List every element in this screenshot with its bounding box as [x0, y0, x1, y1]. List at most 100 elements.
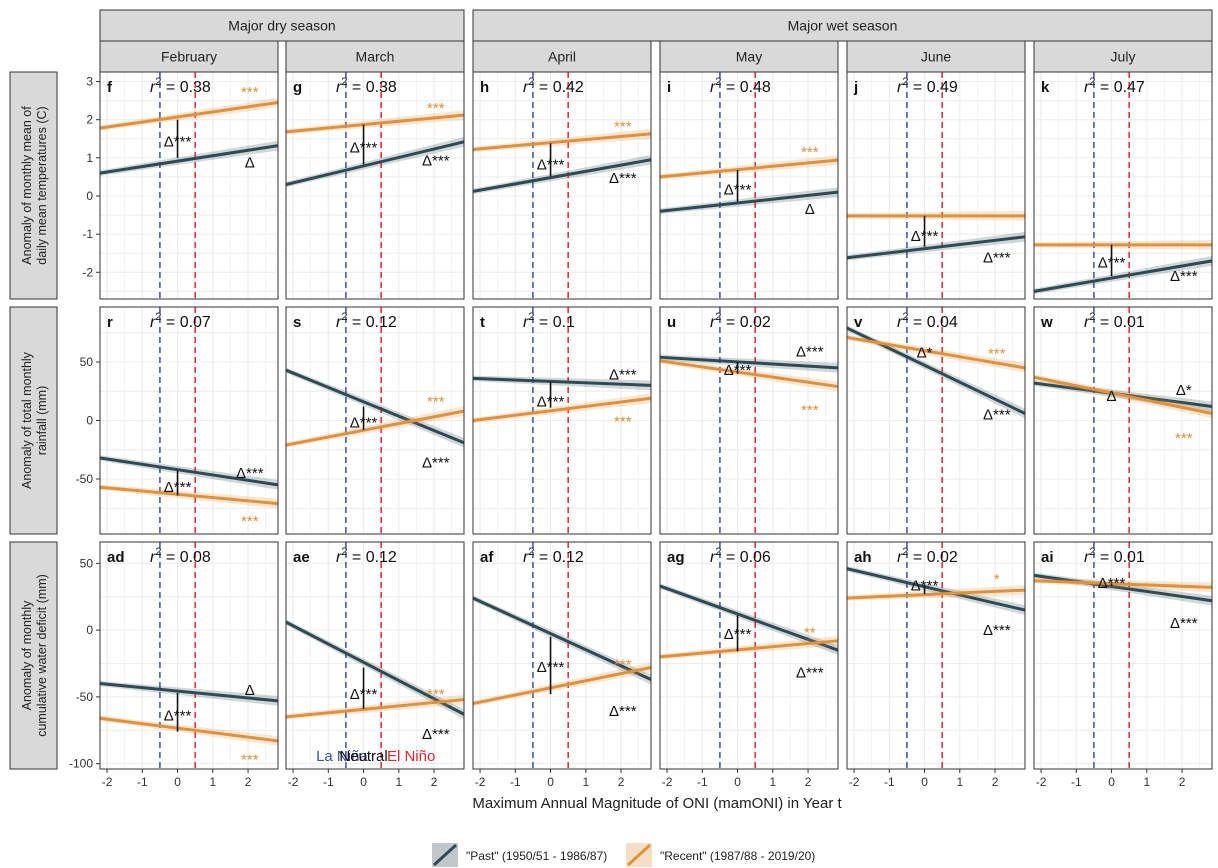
y-axis-title-line: Anomaly of monthly: [20, 600, 34, 711]
panel-border: [846, 541, 1026, 770]
past-significance-label: Δ***: [796, 343, 824, 360]
x-tick-label: -1: [884, 775, 895, 789]
x-tick-label: 2: [1179, 775, 1186, 789]
x-tick-label: -2: [475, 775, 486, 789]
x-tick-label: 0: [734, 775, 741, 789]
center-delta-label: Δ***: [1098, 575, 1126, 592]
regression-line: [846, 567, 1026, 612]
past-significance-label: Δ*: [1176, 382, 1192, 399]
panel-t: Δ*** Δ*** *** t r2 = 0.1: [472, 306, 652, 535]
y-tick-label: 0: [86, 189, 93, 203]
regression-line: [99, 485, 279, 506]
panel-border: [99, 71, 279, 300]
x-tick-label: -2: [662, 775, 673, 789]
r-squared-label: r2 = 0.01: [1084, 546, 1145, 566]
r-squared-label: r2 = 0.12: [523, 546, 584, 566]
regression-line: [846, 335, 1026, 370]
past-significance-label: Δ: [245, 682, 255, 699]
regression-line: [99, 101, 279, 130]
regression-line: [99, 144, 279, 175]
regression-line: [659, 639, 839, 659]
center-delta-label: Δ: [1107, 388, 1117, 405]
panel-h: Δ*** Δ*** *** h r2 = 0.42: [472, 71, 652, 300]
regression-line: [285, 620, 465, 716]
regression-line: [285, 409, 465, 447]
recent-significance-label: ***: [614, 657, 632, 674]
regression-line: [659, 584, 839, 652]
center-delta-label: Δ***: [537, 157, 565, 174]
regression-line: [659, 190, 839, 213]
recent-significance-label: ***: [614, 414, 632, 431]
past-significance-label: Δ***: [1170, 268, 1198, 285]
r-squared-label: r2 = 0.07: [150, 311, 211, 331]
regression-line: [99, 682, 279, 703]
regression-line: [1033, 375, 1213, 415]
panel-letter: h: [480, 79, 489, 96]
center-delta-label: Δ***: [350, 139, 378, 156]
r-squared-label: r2 = 0.08: [150, 546, 211, 566]
panel-s: Δ*** Δ*** *** s r2 = 0.12: [285, 306, 465, 535]
panel-border: [1033, 306, 1213, 535]
center-delta-label: Δ*: [917, 344, 933, 361]
panel-g: Δ*** Δ*** *** g r2 = 0.38: [285, 71, 465, 300]
x-tick-label: 1: [395, 775, 402, 789]
season-strip-0: [99, 9, 465, 42]
center-delta-label: Δ***: [537, 659, 565, 676]
x-tick-label: 0: [174, 775, 181, 789]
panel-w: Δ Δ* *** w r2 = 0.01: [1033, 306, 1213, 535]
season-strip-1: [472, 9, 1213, 42]
x-tick-label: -2: [1036, 775, 1047, 789]
center-delta-label: Δ***: [1098, 255, 1126, 272]
panel-j: Δ*** Δ*** j r2 = 0.49: [846, 71, 1026, 300]
regression-line: [659, 355, 839, 370]
center-delta-label: Δ***: [537, 394, 565, 411]
panel-ag: Δ*** Δ*** ** ag r2 = 0.06: [659, 541, 839, 770]
y-tick-label: -1: [82, 227, 93, 241]
month-strip-1: [285, 40, 465, 73]
recent-significance-label: **: [804, 624, 816, 641]
el-nino-label: El Niño: [387, 748, 435, 765]
y-axis-title-line: Anomaly of total monthly: [20, 351, 34, 489]
r-squared-label: r2 = 0.38: [336, 76, 397, 96]
panel-letter: j: [853, 79, 858, 96]
r-squared-label: r2 = 0.47: [1084, 76, 1145, 96]
y-axis-title-line: rainfall (mm): [35, 386, 49, 455]
row-strip-0: [9, 71, 58, 300]
r-squared-label: r2 = 0.12: [336, 546, 397, 566]
x-tick-label: 1: [582, 775, 589, 789]
panel-u: Δ*** Δ*** *** u r2 = 0.02: [659, 306, 839, 535]
center-delta-label: Δ***: [724, 626, 752, 643]
legend-key-line: [432, 843, 458, 867]
x-tick-label: 2: [992, 775, 999, 789]
y-tick-label: 0: [86, 414, 93, 428]
recent-significance-label: ***: [801, 144, 819, 161]
x-tick-label: 1: [209, 775, 216, 789]
legend: "Past" (1950/51 - 1986/87) "Recent" (1987…: [432, 843, 815, 867]
regression-line: [472, 376, 652, 387]
month-strip-label: June: [921, 49, 952, 65]
month-strip-label: February: [161, 49, 217, 65]
x-tick-label: -2: [102, 775, 113, 789]
r-squared-label: r2 = 0.01: [1084, 311, 1145, 331]
x-tick-label: 1: [1143, 775, 1150, 789]
month-strip-label: July: [1111, 49, 1136, 65]
regression-line: [99, 456, 279, 487]
panel-letter: i: [667, 79, 671, 96]
r-squared-label: r2 = 0.02: [897, 546, 958, 566]
panel-border: [285, 541, 465, 770]
r-squared-label: r2 = 0.42: [523, 76, 584, 96]
center-delta-label: Δ***: [911, 228, 939, 245]
past-significance-label: Δ***: [983, 406, 1011, 423]
panel-f: Δ***Δ***f r2 = 0.38: [99, 71, 279, 300]
regression-line: [472, 132, 652, 151]
regression-line: [285, 140, 465, 187]
panel-letter: r: [107, 314, 113, 331]
recent-significance-label: ***: [427, 394, 445, 411]
y-axis-title-line: Anomaly of monthly mean of: [20, 106, 34, 265]
season-strip-label: Major dry season: [228, 18, 335, 34]
regression-line: [99, 716, 279, 743]
past-significance-label: Δ***: [422, 726, 450, 743]
past-significance-label: Δ***: [609, 367, 637, 384]
panel-border: [472, 541, 652, 770]
